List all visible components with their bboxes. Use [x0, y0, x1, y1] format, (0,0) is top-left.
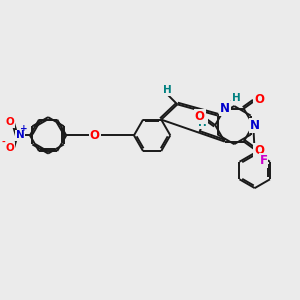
Text: N: N — [250, 118, 260, 132]
Text: +: + — [20, 124, 28, 134]
Text: N: N — [220, 102, 230, 115]
Text: H: H — [232, 93, 241, 103]
Text: O: O — [5, 117, 14, 128]
Text: H: H — [198, 118, 207, 128]
Text: -: - — [2, 138, 6, 147]
Text: O: O — [195, 110, 205, 123]
Text: H: H — [163, 85, 172, 95]
Text: O: O — [90, 129, 100, 142]
Text: O: O — [254, 93, 264, 106]
Text: O: O — [254, 144, 264, 157]
Text: F: F — [260, 154, 268, 167]
Text: O: O — [5, 143, 14, 153]
Text: N: N — [16, 130, 24, 140]
